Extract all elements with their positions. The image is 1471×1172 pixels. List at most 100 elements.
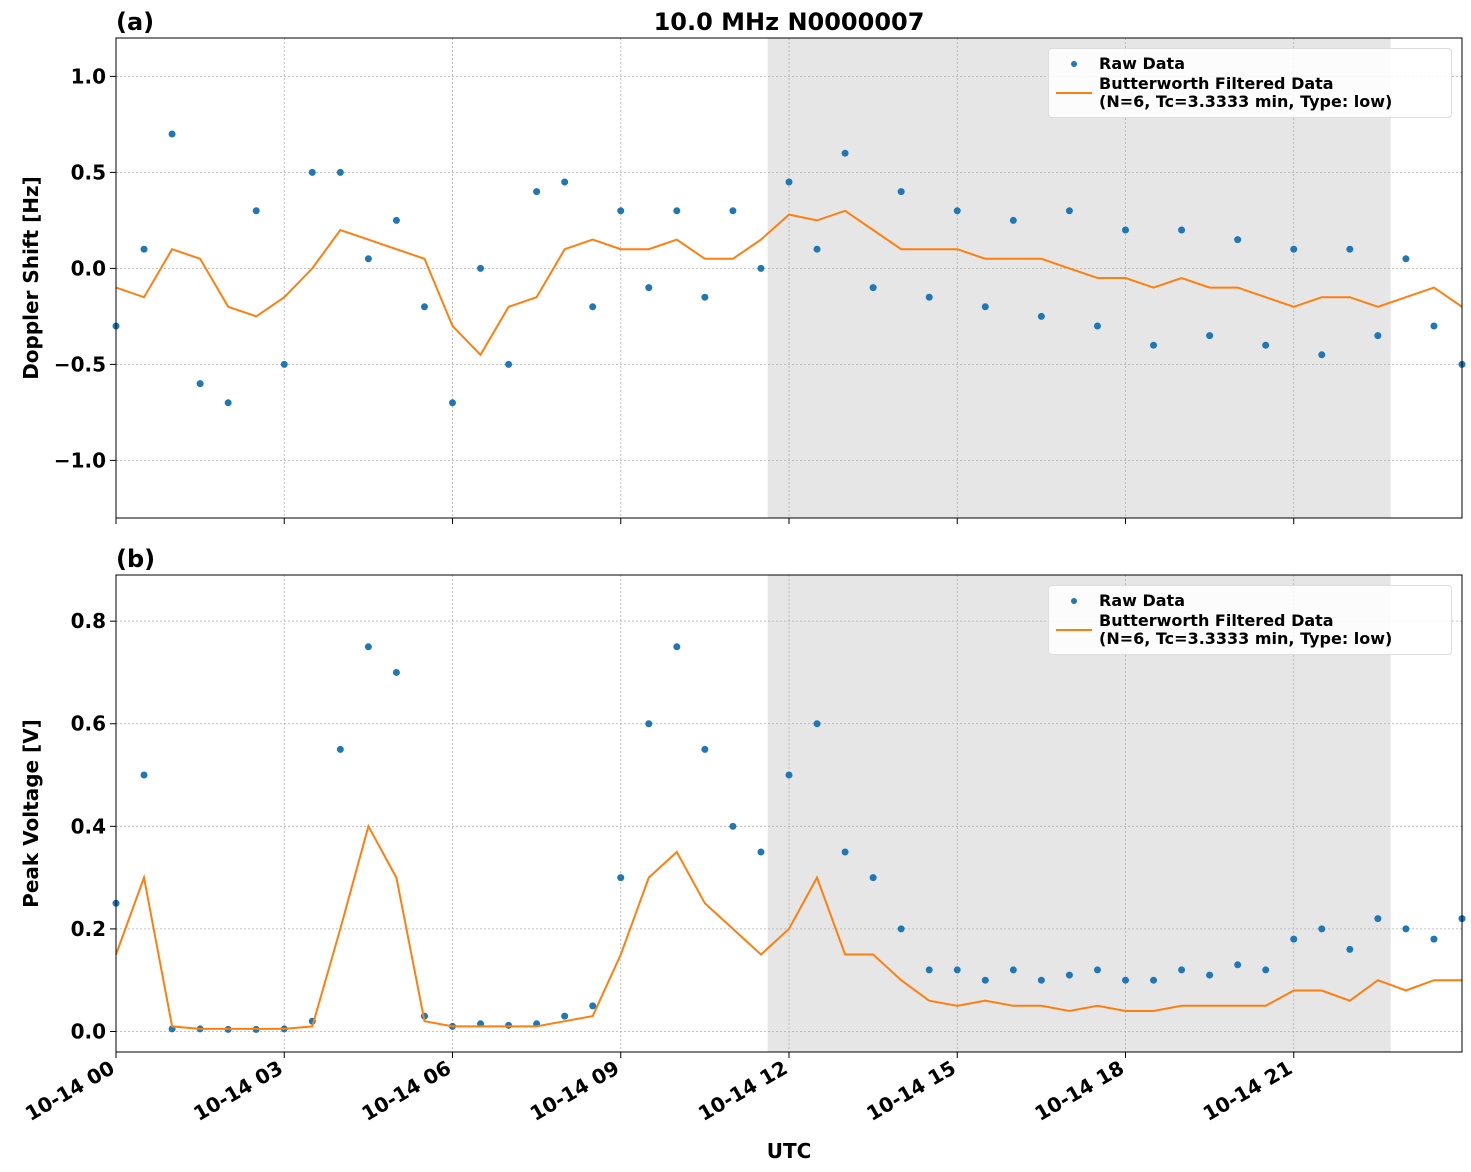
raw-point	[280, 360, 288, 368]
y-tick-label: 0.0	[71, 1019, 106, 1043]
raw-point	[505, 360, 513, 368]
raw-point	[1093, 322, 1101, 330]
raw-point	[561, 1012, 569, 1020]
raw-point	[925, 293, 933, 301]
raw-point	[1346, 945, 1354, 953]
plot-frame	[115, 574, 1463, 1053]
raw-point	[1150, 976, 1158, 984]
raw-point	[140, 245, 148, 253]
raw-point	[589, 1002, 597, 1010]
y-axis-label: Peak Voltage [V]	[19, 719, 43, 908]
raw-point	[336, 745, 344, 753]
raw-point	[925, 966, 933, 974]
plot-frame	[115, 37, 1463, 519]
raw-point	[981, 976, 989, 984]
legend-marker	[1071, 61, 1077, 67]
raw-point	[1065, 207, 1073, 215]
y-axis-label: Doppler Shift [Hz]	[19, 176, 43, 380]
legend-dot	[1071, 61, 1077, 67]
raw-point	[729, 207, 737, 215]
raw-point	[1037, 312, 1045, 320]
legend-key	[1049, 595, 1099, 607]
raw-point	[981, 303, 989, 311]
y-tick-label: 0.0	[71, 256, 106, 280]
legend-entry: Raw Data	[1049, 592, 1451, 610]
raw-point	[392, 216, 400, 224]
legend-marker	[1056, 92, 1092, 94]
x-tick-label: 10-14 12	[694, 1056, 792, 1126]
legend-label: Butterworth Filtered Data (N=6, Tc=3.333…	[1099, 611, 1393, 648]
raw-point	[1262, 341, 1270, 349]
legend-entry: Raw Data	[1049, 55, 1451, 73]
raw-point	[953, 207, 961, 215]
raw-point	[1234, 236, 1242, 244]
raw-point	[336, 168, 344, 176]
raw-point	[1402, 255, 1410, 263]
raw-point	[841, 149, 849, 157]
raw-point	[869, 874, 877, 882]
raw-point	[1262, 966, 1270, 974]
raw-point	[196, 380, 204, 388]
raw-point	[449, 399, 456, 407]
x-tick-label: 10-14 18	[1030, 1056, 1128, 1126]
filtered-line	[115, 209, 1463, 357]
raw-point	[1150, 341, 1158, 349]
raw-point	[1178, 226, 1186, 234]
raw-point	[252, 207, 260, 215]
raw-point	[1037, 976, 1045, 984]
x-tick-label: 10-14 21	[1199, 1056, 1297, 1126]
raw-point	[364, 643, 372, 651]
raw-point	[1374, 332, 1382, 340]
y-tick-label: 0.6	[71, 712, 106, 736]
chart-title: 10.0 MHz N0000007	[654, 8, 925, 36]
raw-point	[140, 771, 148, 779]
raw-point	[1318, 351, 1326, 359]
legend-entry: Butterworth Filtered Data (N=6, Tc=3.333…	[1049, 75, 1451, 111]
raw-point	[757, 264, 765, 272]
raw-point	[1430, 322, 1438, 330]
y-tick-label: 0.4	[71, 814, 106, 838]
raw-point	[813, 720, 821, 728]
y-tick-label: 0.2	[71, 917, 106, 941]
panel-label: (b)	[116, 545, 155, 573]
raw-point	[1290, 935, 1298, 943]
raw-point	[1122, 976, 1129, 984]
raw-point	[308, 168, 316, 176]
x-tick-label: 10-14 03	[189, 1056, 287, 1126]
raw-point	[701, 745, 709, 753]
raw-point	[617, 207, 625, 215]
x-tick-label: 10-14 09	[526, 1056, 624, 1126]
legend-key	[1049, 87, 1099, 99]
raw-point	[477, 264, 485, 272]
raw-point	[561, 178, 569, 186]
y-tick-label: −0.5	[54, 352, 106, 376]
raw-point	[645, 720, 653, 728]
legend: Raw Data Butterworth Filtered Data (N=6, …	[1048, 48, 1452, 118]
raw-point	[1234, 961, 1242, 969]
legend-label: Raw Data	[1099, 54, 1185, 73]
raw-point	[1122, 226, 1129, 234]
y-tick-label: −1.0	[54, 448, 106, 472]
legend-marker	[1071, 598, 1077, 604]
y-tick-label: 0.5	[71, 160, 106, 184]
raw-point	[505, 1021, 513, 1029]
raw-point	[1009, 966, 1017, 974]
panel-label: (a)	[116, 8, 154, 36]
raw-point	[757, 848, 765, 856]
raw-point	[1290, 245, 1298, 253]
raw-point	[533, 188, 541, 196]
filtered-line	[115, 823, 1462, 1030]
raw-point	[869, 284, 877, 292]
raw-point	[785, 771, 793, 779]
raw-point	[364, 255, 372, 263]
raw-point	[729, 822, 737, 830]
raw-point	[897, 925, 905, 933]
raw-point	[785, 178, 793, 186]
x-tick-label: 10-14 06	[357, 1056, 455, 1126]
raw-point	[1318, 925, 1326, 933]
legend-marker	[1056, 629, 1092, 631]
legend: Raw Data Butterworth Filtered Data (N=6, …	[1048, 585, 1452, 655]
y-tick-label: 0.8	[71, 609, 106, 633]
legend-label: Butterworth Filtered Data (N=6, Tc=3.333…	[1099, 74, 1393, 111]
raw-point	[392, 668, 400, 676]
